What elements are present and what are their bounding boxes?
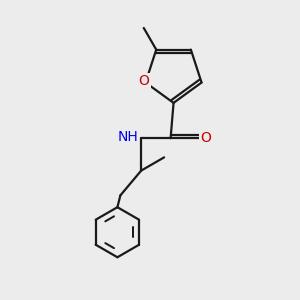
Text: O: O <box>139 74 149 88</box>
Text: O: O <box>200 131 211 145</box>
Text: NH: NH <box>118 130 138 144</box>
